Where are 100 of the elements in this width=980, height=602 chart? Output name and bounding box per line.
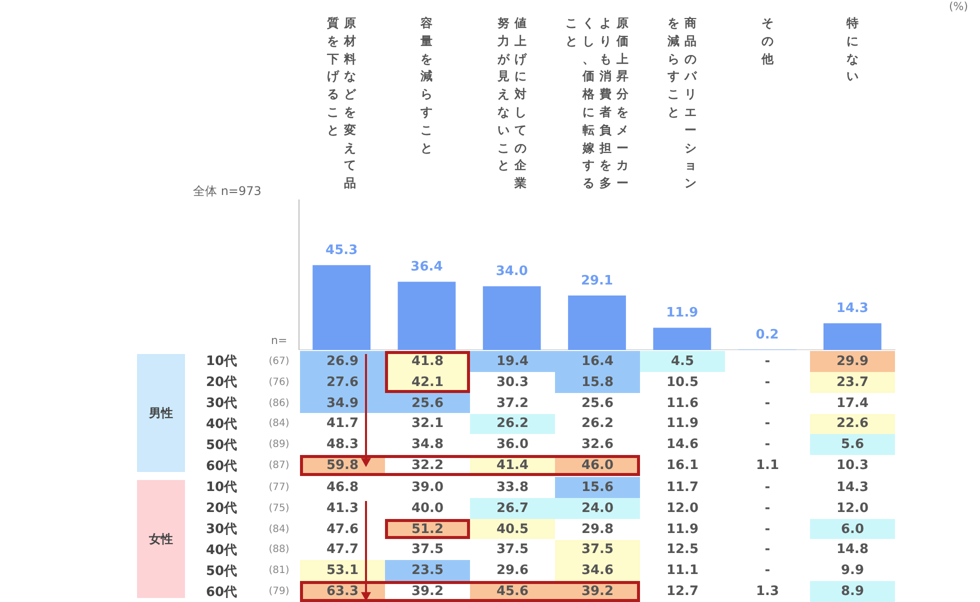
data-label: 5.6 (810, 434, 895, 456)
text: 女性 (137, 480, 185, 598)
data-label: 26.2 (580, 415, 615, 434)
data-label: 16.1 (665, 457, 700, 476)
data-label: 11.7 (665, 478, 700, 497)
y-tick-label: 30代 (206, 521, 238, 540)
data-label: 1.3 (754, 583, 780, 602)
y-tick-label: 10代 (206, 479, 238, 498)
data-label: 37.5 (495, 541, 530, 560)
y-tick-label: 50代 (206, 436, 238, 455)
data-label: 9.9 (840, 562, 866, 580)
data-label: 17.4 (835, 394, 870, 413)
data-label: 45.6 (470, 581, 555, 602)
data-label: 16.4 (555, 351, 640, 372)
bar (568, 295, 626, 350)
data-label: 37.2 (495, 394, 530, 413)
data-label: 1.1 (754, 457, 780, 476)
data-label: 10.5 (665, 374, 700, 392)
y-tick-label: 60代 (206, 458, 238, 476)
data-label: 19.4 (470, 351, 555, 372)
data-label: 6.0 (810, 518, 895, 540)
data-label: 46.8 (325, 478, 360, 497)
data-label: 12.5 (665, 541, 700, 560)
data-label: 11.9 (665, 415, 700, 434)
data-label: 15.6 (555, 477, 640, 498)
text: - (764, 374, 770, 390)
category-label: 商品のバリエーションを減らすこと (668, 16, 697, 190)
y-tick-label: 60代 (206, 584, 238, 602)
x-tick-label: 特にない (846, 15, 859, 86)
text: n= (271, 334, 288, 347)
bar (312, 265, 371, 350)
x-tick-label: 容量を減らすこと (420, 15, 434, 157)
data-label: 0.2 (756, 328, 779, 342)
data-label: 32.6 (580, 436, 615, 454)
data-label: 25.6 (385, 392, 470, 414)
text: - (764, 500, 770, 516)
data-label: 23.7 (810, 372, 895, 393)
data-label: 12.0 (835, 500, 870, 518)
data-label: 32.2 (410, 457, 445, 476)
text: - (764, 396, 770, 411)
y-tick-label: 20代 (206, 500, 238, 518)
text: - (764, 563, 770, 578)
bar (653, 328, 712, 350)
category-label: 原材料などを変えて品質を下げること (327, 16, 356, 190)
text: - (764, 354, 770, 369)
y-tick-label: 30代 (206, 395, 238, 414)
text: (%) (948, 0, 968, 13)
data-label: 14.8 (835, 541, 870, 560)
data-label: 34.9 (300, 392, 385, 414)
y2-tick-label: (77) (268, 480, 290, 495)
data-label: 41.4 (470, 455, 555, 476)
data-label: 53.1 (300, 560, 385, 582)
y2-tick-label: (79) (268, 585, 290, 600)
data-label: 23.5 (385, 560, 470, 582)
data-label: 40.5 (470, 518, 555, 540)
y2-tick-label: (89) (268, 438, 290, 452)
text: - (764, 437, 770, 452)
data-label: 41.7 (325, 415, 360, 434)
data-label: 4.5 (640, 351, 725, 372)
y2-tick-label: (88) (268, 543, 290, 558)
text: 男性 (137, 354, 185, 472)
data-label: 42.1 (385, 372, 470, 393)
y-tick-label: 40代 (206, 542, 238, 560)
data-label: 12.7 (665, 583, 700, 602)
data-label: 36.0 (495, 436, 530, 454)
data-label: 11.9 (665, 520, 700, 539)
bar (823, 323, 882, 350)
data-label: 15.8 (555, 372, 640, 393)
data-label: 47.7 (325, 541, 360, 560)
data-label: 32.1 (410, 415, 445, 434)
data-label: 34.6 (555, 560, 640, 582)
bar (482, 286, 541, 350)
data-label: 29.1 (580, 273, 614, 288)
x-tick-label: その他 (760, 15, 774, 68)
data-label: 14.3 (835, 478, 870, 497)
data-label: 45.3 (326, 242, 358, 258)
category-label: 原価上昇分をメーカーよりも消費者負担を多くし、価格に転嫁すること (566, 16, 628, 190)
data-label: 36.4 (410, 260, 443, 275)
y2-tick-label: (81) (268, 564, 290, 578)
data-label: 39.2 (410, 583, 445, 602)
data-label: 8.9 (810, 581, 895, 602)
chart-title: 全体 n=973 (193, 183, 262, 200)
y-tick-label: 20代 (206, 374, 238, 392)
data-label: 46.0 (555, 455, 640, 476)
data-label: 11.9 (666, 306, 698, 321)
data-label: 26.7 (470, 498, 555, 519)
y-tick-label: 50代 (206, 562, 238, 581)
data-label: 33.8 (495, 478, 530, 497)
data-label: 39.0 (410, 478, 445, 497)
text: - (764, 416, 770, 432)
y-tick-label: 10代 (206, 353, 238, 372)
data-label: 37.5 (555, 540, 640, 560)
y2-tick-label: (86) (268, 396, 290, 411)
data-label: 40.0 (410, 500, 445, 518)
data-label: 29.6 (495, 562, 530, 580)
data-label: 14.6 (665, 436, 700, 454)
data-label: 41.3 (325, 500, 360, 518)
data-label: 29.9 (810, 351, 895, 372)
data-label: 41.8 (385, 351, 470, 372)
data-label: 12.0 (665, 500, 700, 518)
